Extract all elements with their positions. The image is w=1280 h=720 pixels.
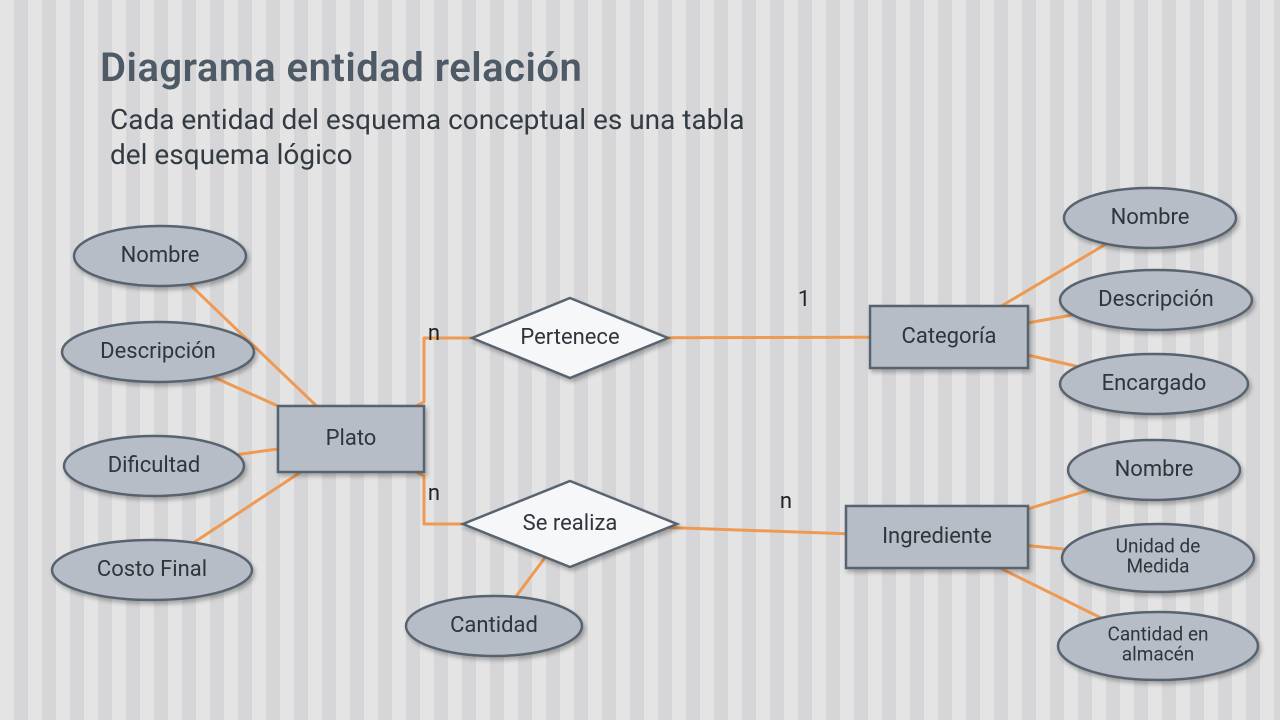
edge <box>668 527 846 533</box>
edge <box>516 557 546 597</box>
svg-text:Ingrediente: Ingrediente <box>882 524 992 549</box>
stage: Diagrama entidad relación Cada entidad d… <box>0 0 1280 720</box>
svg-text:Dificultad: Dificultad <box>108 453 201 478</box>
edge <box>237 449 278 455</box>
edge <box>213 377 278 406</box>
svg-text:Plato: Plato <box>326 426 377 451</box>
edge <box>1028 315 1073 323</box>
edge <box>667 337 870 338</box>
edge <box>1028 490 1090 509</box>
svg-text:Descripción: Descripción <box>1098 287 1214 312</box>
svg-text:Nombre: Nombre <box>1111 205 1190 230</box>
svg-text:Cantidad: Cantidad <box>450 613 538 638</box>
er-diagram: Plato Categoría Ingrediente Pertenece Se rea… <box>0 0 1280 720</box>
svg-text:Pertenece: Pertenece <box>520 325 619 350</box>
svg-text:Descripción: Descripción <box>100 339 216 364</box>
svg-text:Costo Final: Costo Final <box>97 557 207 582</box>
svg-text:Categoría: Categoría <box>902 324 997 349</box>
svg-text:Encargado: Encargado <box>1102 371 1207 396</box>
svg-text:Unidad deMedida: Unidad deMedida <box>1116 535 1201 578</box>
cardinality-label: n <box>780 489 792 514</box>
cardinality-label: 1 <box>798 287 810 312</box>
svg-text:Se realiza: Se realiza <box>523 511 618 536</box>
edge <box>1028 355 1078 366</box>
svg-text:Nombre: Nombre <box>1115 457 1194 482</box>
edge <box>1028 546 1065 550</box>
cardinality-label: n <box>428 321 440 346</box>
edge <box>416 338 472 406</box>
svg-text:Cantidad enalmacén: Cantidad enalmacén <box>1107 623 1208 666</box>
svg-text:Nombre: Nombre <box>121 243 200 268</box>
cardinality-label: n <box>428 481 440 506</box>
